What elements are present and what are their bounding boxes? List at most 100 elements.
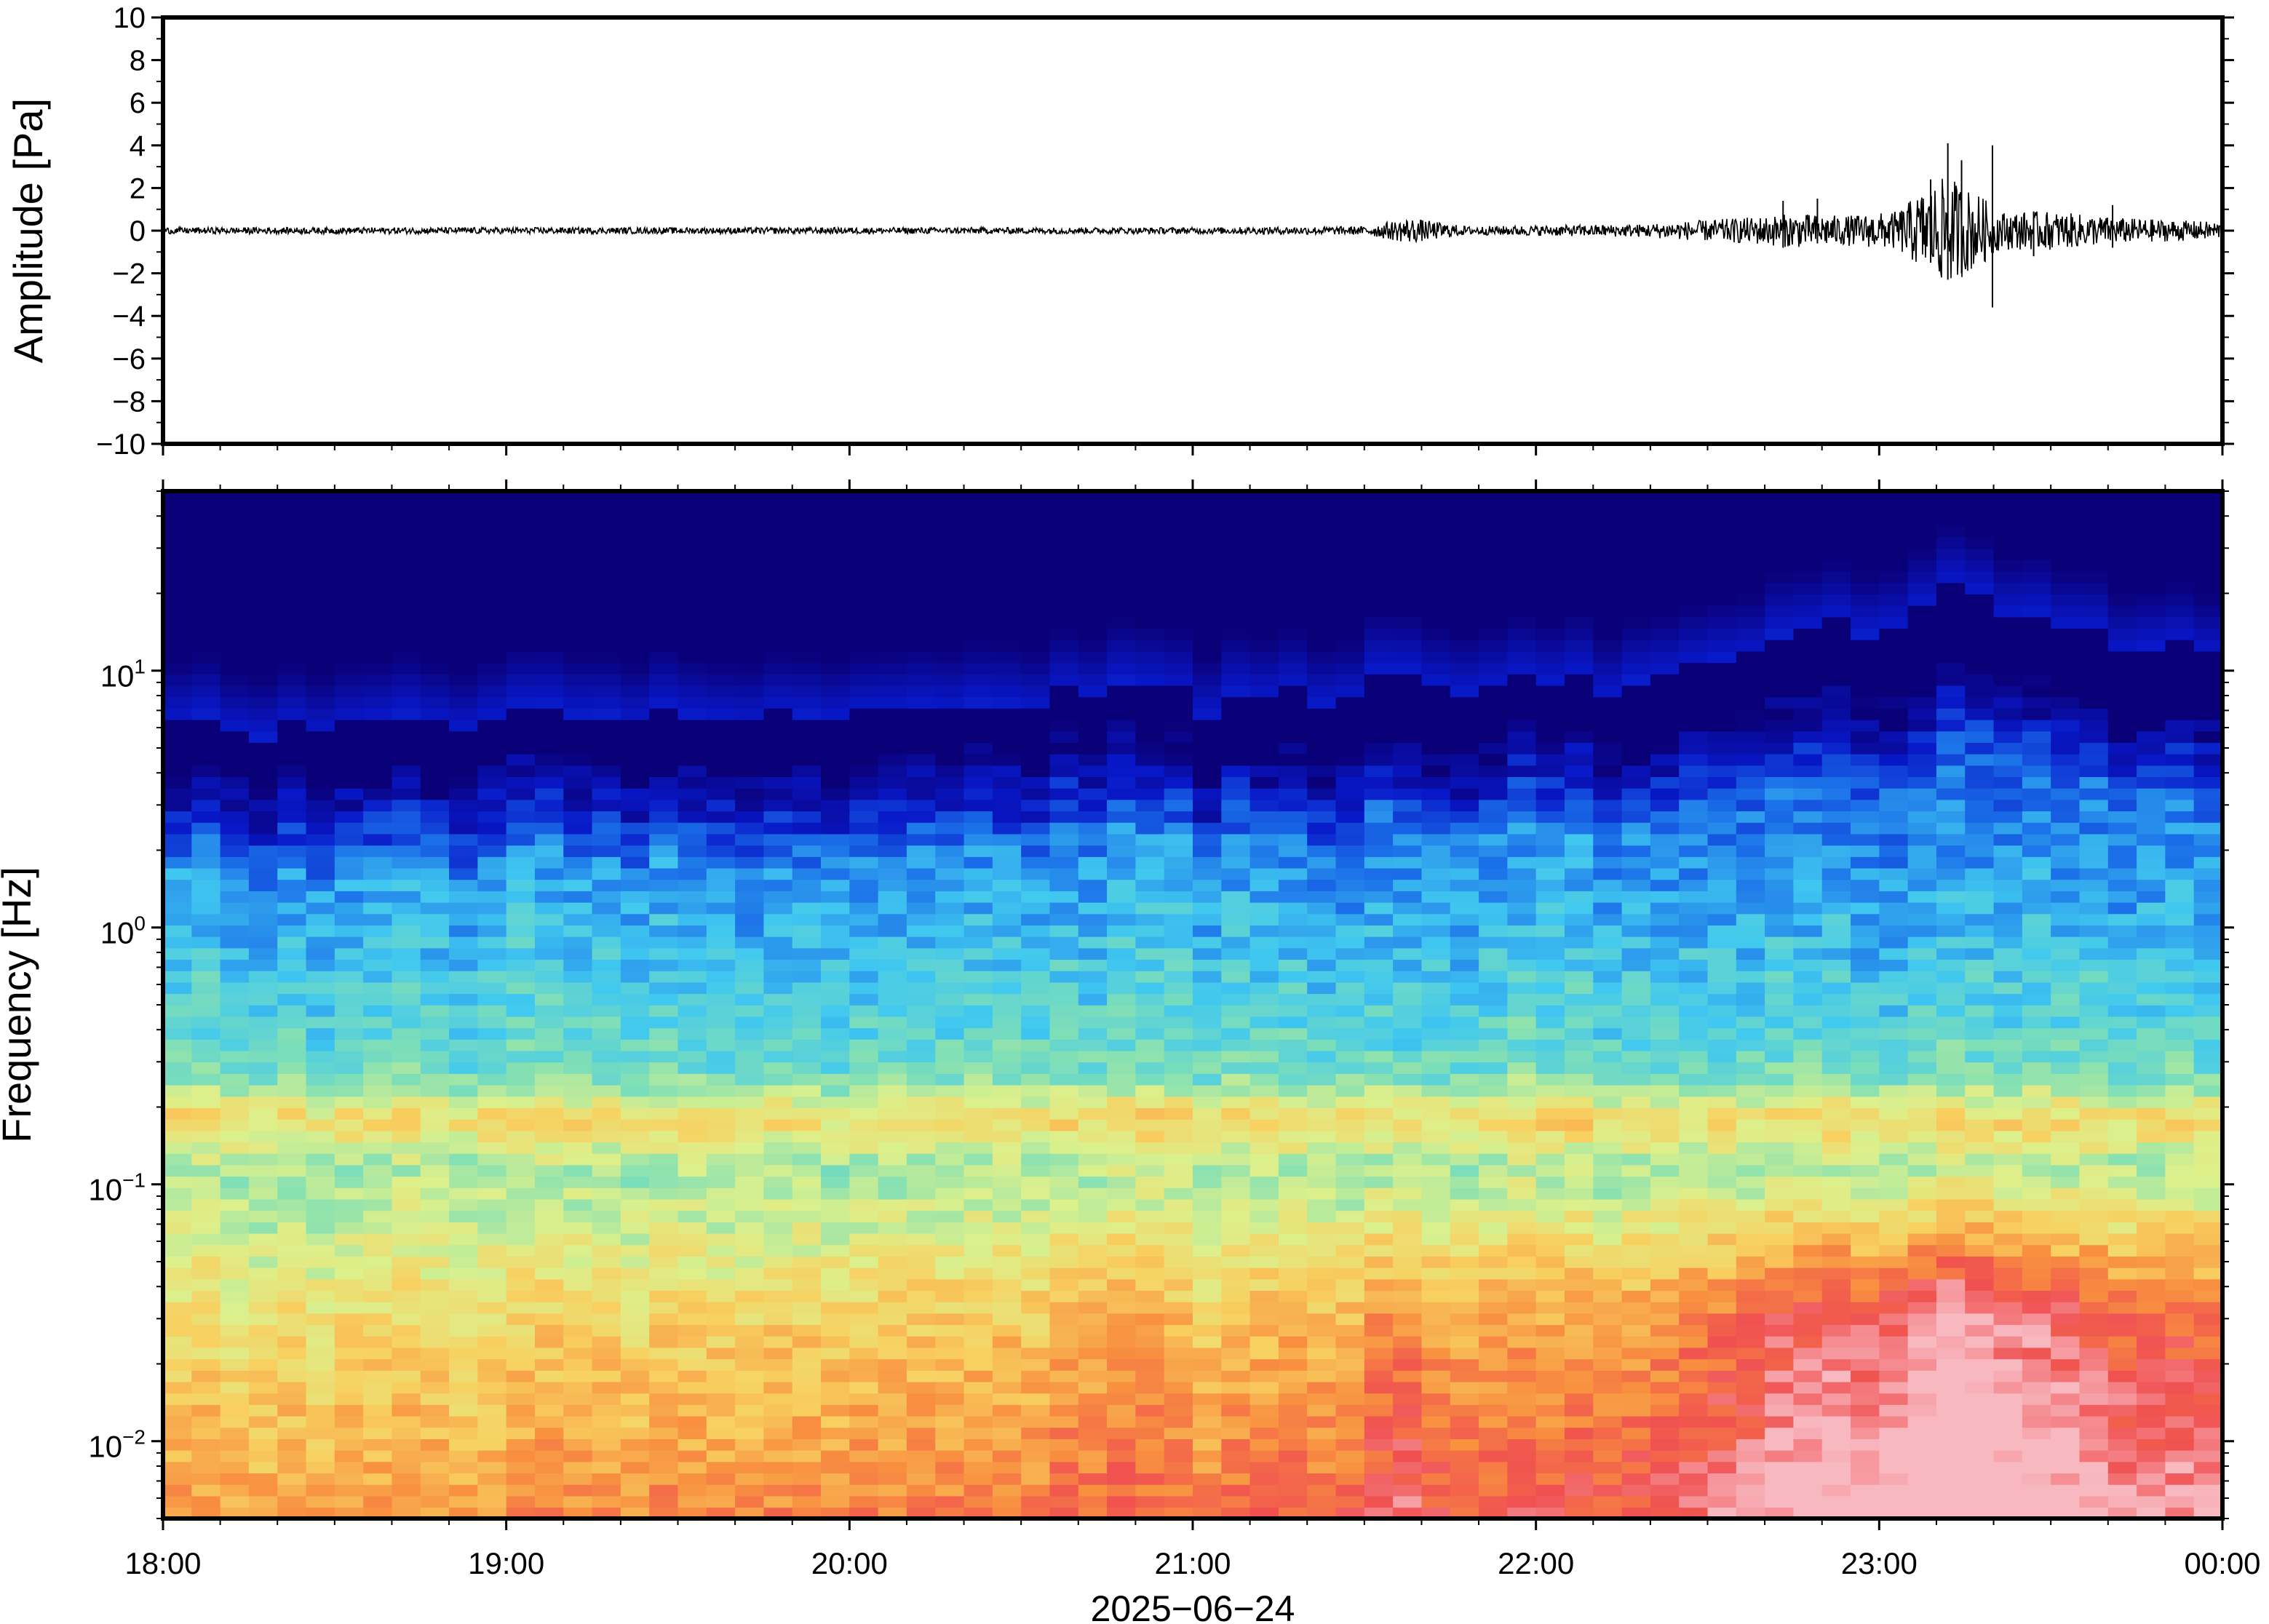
spectrogram-cell: [878, 696, 907, 709]
spectrogram-cell: [1193, 525, 1223, 538]
spectrogram-cell: [1307, 1438, 1337, 1451]
spectrogram-cell: [1164, 821, 1193, 835]
spectrogram-cell: [1564, 674, 1594, 686]
spectrogram-cell: [1421, 525, 1451, 538]
spectrogram-cell: [821, 605, 851, 618]
spectrogram-cell: [1679, 1016, 1709, 1029]
spectrogram-cell: [1335, 833, 1365, 846]
spectrogram-cell: [1364, 891, 1394, 903]
spectrogram-cell: [1307, 1210, 1337, 1222]
spectrogram-cell: [392, 993, 421, 1006]
spectrogram-cell: [1221, 1484, 1251, 1497]
spectrogram-cell: [1393, 1267, 1423, 1280]
spectrogram-cell: [1021, 811, 1051, 823]
spectrogram-cell: [563, 605, 593, 618]
spectrogram-cell: [220, 1222, 250, 1234]
spectrogram-cell: [1679, 570, 1709, 584]
spectrogram-cell: [449, 913, 479, 926]
spectrogram-cell: [1193, 1301, 1223, 1314]
spectrogram-cell: [992, 536, 1022, 549]
spectrogram-cell: [420, 1005, 450, 1017]
spectrogram-cell: [191, 742, 221, 755]
spectrogram-cell: [1078, 639, 1108, 652]
spectrogram-cell: [334, 1233, 364, 1246]
spectrogram-cell: [792, 913, 822, 926]
spectrogram-cell: [1421, 548, 1451, 560]
spectrogram-cell: [1193, 1256, 1223, 1268]
spectrogram-cell: [906, 821, 937, 835]
spectrogram-cell: [363, 514, 393, 526]
spectrogram-cell: [477, 1244, 507, 1257]
spectrogram-cell: [1507, 913, 1537, 926]
spectrogram-cell: [1479, 765, 1509, 778]
spectrogram-cell: [1650, 1324, 1680, 1337]
spectrogram-cell: [878, 502, 907, 515]
spectrogram-cell: [792, 901, 822, 915]
spectrogram-cell: [1078, 1461, 1108, 1474]
spectrogram-cell: [849, 1062, 879, 1074]
spectrogram-cell: [1593, 662, 1623, 674]
spectrogram-cell: [392, 1324, 421, 1337]
spectrogram-cell: [706, 787, 736, 800]
spectrogram-cell: [449, 982, 479, 995]
spectrogram-cell: [1221, 787, 1251, 800]
spectrogram-cell: [477, 993, 507, 1006]
spectrogram-cell: [506, 1427, 536, 1439]
spectrogram-cell: [592, 560, 621, 572]
spectrogram-cell: [306, 776, 335, 789]
spectrogram-cell: [163, 1005, 193, 1017]
spectrogram-cell: [878, 753, 907, 766]
spectrogram-cell: [1307, 1461, 1337, 1474]
spectrogram-cell: [163, 731, 193, 743]
spectrogram-cell: [191, 1358, 221, 1371]
spectrogram-cell: [1021, 1438, 1051, 1451]
spectrogram-cell: [306, 1198, 335, 1211]
spectrogram-cell: [163, 947, 193, 960]
spectrogram-cell: [1221, 1267, 1251, 1280]
spectrogram-cell: [277, 560, 307, 572]
spectrogram-cell: [763, 708, 793, 720]
spectrogram-cell: [420, 1473, 450, 1485]
spectrogram-cell: [1393, 1198, 1423, 1211]
spectrogram-cell: [677, 560, 707, 572]
spectrogram-cell: [706, 993, 736, 1006]
spectrogram-cell: [1479, 1449, 1509, 1462]
spectrogram-cell: [963, 1404, 993, 1417]
spectrogram-cell: [420, 1358, 450, 1371]
spectrogram-cell: [1621, 799, 1651, 812]
spectrogram-cell: [906, 1142, 937, 1154]
spectrogram-cell: [1535, 1256, 1565, 1268]
spectrogram-cell: [220, 1073, 250, 1086]
spectrogram-cell: [1307, 1005, 1337, 1017]
spectrogram-cell: [763, 1142, 793, 1154]
spectrogram-cell: [849, 867, 879, 880]
spectrogram-cell: [392, 1107, 421, 1120]
spectrogram-cell: [1335, 1358, 1365, 1371]
spectrogram-cell: [563, 1187, 593, 1200]
spectrogram-cell: [563, 925, 593, 937]
spectrogram-cell: [706, 594, 736, 606]
spectrogram-cell: [220, 856, 250, 869]
spectrogram-cell: [1535, 1347, 1565, 1360]
spectrogram-cell: [592, 1278, 621, 1291]
spectrogram-cell: [1679, 1050, 1709, 1063]
spectrogram-cell: [1307, 982, 1337, 995]
spectrogram-cell: [248, 1073, 279, 1086]
spectrogram-cell: [1021, 1198, 1051, 1211]
spectrogram-cell: [1621, 1005, 1651, 1017]
spectrogram-cell: [992, 708, 1022, 720]
spectrogram-cell: [1564, 548, 1594, 560]
spectrogram-cell: [1221, 594, 1251, 606]
spectrogram-cell: [277, 1256, 307, 1268]
spectrogram-cell: [935, 1301, 965, 1314]
spectrogram-cell: [1307, 560, 1337, 572]
spectrogram-cell: [1335, 1495, 1365, 1508]
spectrogram-cell: [306, 1358, 335, 1371]
spectrogram-cell: [334, 1084, 364, 1097]
spectrogram-cell: [1479, 1313, 1509, 1326]
spectrogram-cell: [1564, 731, 1594, 743]
spectrogram-cell: [1393, 502, 1423, 515]
spectrogram-cell: [763, 925, 793, 937]
spectrogram-cell: [878, 1449, 907, 1462]
spectrogram-cell: [534, 514, 565, 526]
